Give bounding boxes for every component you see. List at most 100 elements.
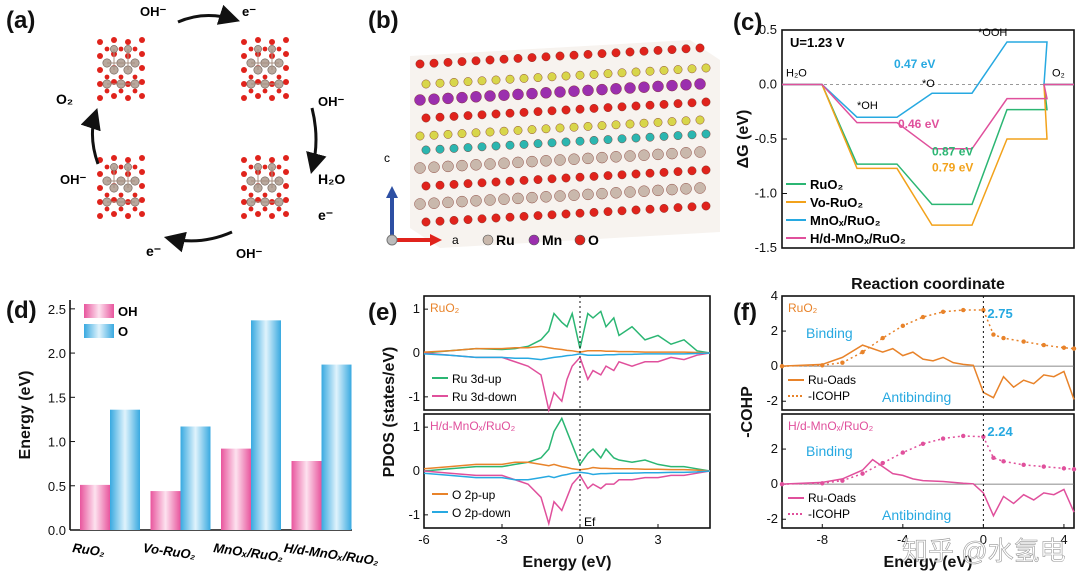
label-right-oh: OH⁻ xyxy=(318,94,345,109)
c-barrier-3: 0.46 eV xyxy=(898,117,939,131)
f-icohp-point xyxy=(991,332,996,337)
slab-atom xyxy=(449,143,459,153)
e-xtick-label: -3 xyxy=(496,532,508,547)
e-ytick-label: 0 xyxy=(413,463,420,478)
d-bar-oh-3 xyxy=(291,461,322,530)
f-binding-label-0: Binding xyxy=(806,325,853,341)
c-series-2 xyxy=(782,41,1074,118)
c-barrier-0: 0.87 eV xyxy=(932,144,973,158)
slab-atom xyxy=(491,109,501,119)
slab-atom xyxy=(666,183,678,196)
f-cohp-0 xyxy=(781,344,1075,400)
slab-atom xyxy=(547,72,557,82)
slab-atom xyxy=(603,103,613,113)
f-ytick-label: 2 xyxy=(771,441,778,456)
panel-e-label: (e) xyxy=(368,299,397,326)
slab-atom xyxy=(547,138,557,148)
slab-atom xyxy=(527,53,537,62)
slab-atom xyxy=(491,75,501,85)
d-category-label-1: Vo-RuO₂ xyxy=(142,540,196,562)
f-ytick-label: 0 xyxy=(771,476,778,491)
slab-atom xyxy=(477,214,487,224)
d-ytick-label: 1.0 xyxy=(48,435,66,450)
d-legend-label-1: O xyxy=(118,324,128,339)
slab-atom xyxy=(505,212,515,222)
slab-atom xyxy=(540,155,552,167)
panel-c-label: (c) xyxy=(733,9,762,36)
f-icohp-point xyxy=(1061,466,1067,471)
slab-atom xyxy=(421,145,431,155)
slab-atom xyxy=(617,170,627,180)
f-icohp-point xyxy=(820,481,825,486)
slab-atom xyxy=(617,102,627,112)
slab-atom xyxy=(443,58,453,67)
legend-o-marker xyxy=(574,234,586,246)
f-icohp-point xyxy=(981,434,986,439)
slab-atom xyxy=(533,107,543,117)
slab-atom xyxy=(421,79,431,89)
catalyst-cluster-top-right xyxy=(240,36,290,102)
slab-atom xyxy=(653,46,663,55)
f-icohp-point xyxy=(1021,339,1026,344)
slab-atom xyxy=(631,101,641,111)
slab-atom xyxy=(624,150,636,162)
c-step-ooh: *OOH xyxy=(978,27,1007,39)
slab-atom xyxy=(442,160,454,173)
slab-atom xyxy=(428,93,440,105)
slab-atom xyxy=(533,73,543,83)
slab-atom xyxy=(527,125,537,135)
slab-atom xyxy=(603,69,613,79)
slab-atom xyxy=(499,54,509,64)
slab-atom xyxy=(491,177,501,187)
label-bottom-e: e⁻ xyxy=(146,243,161,259)
f-icohp-point xyxy=(840,478,845,483)
slab-atom xyxy=(541,124,551,134)
e-series-1-2 xyxy=(423,461,711,472)
slab-atom xyxy=(638,185,650,197)
axis-a-label: a xyxy=(452,233,459,247)
slab-atom xyxy=(638,81,650,93)
slab-atom xyxy=(687,130,697,140)
d-bar-o-3 xyxy=(321,364,352,530)
c-step-oh: *OH xyxy=(857,100,878,112)
f-icohp-point xyxy=(1001,459,1006,464)
slab-atom xyxy=(477,178,487,188)
e-series-0-1 xyxy=(423,352,711,413)
legend-ru-marker xyxy=(482,234,494,246)
label-left-oh: OH⁻ xyxy=(60,172,87,187)
slab-atom xyxy=(554,86,566,98)
f-xtick-label: 0 xyxy=(980,532,987,547)
e-ytick-label: -1 xyxy=(408,389,420,404)
slab-atom xyxy=(512,192,524,205)
e-series-1-3 xyxy=(423,470,711,481)
slab-atom xyxy=(457,129,467,139)
slab-atom xyxy=(470,91,482,103)
slab-atom xyxy=(519,139,529,149)
slab-atom xyxy=(575,70,585,80)
f-icohp-point xyxy=(840,360,845,365)
label-left-o2: O₂ xyxy=(56,91,73,107)
panel-a: (a) OH⁻ e⁻ OH⁻ H₂O e⁻ OH⁻ e⁻ OH⁻ O₂ xyxy=(6,4,345,261)
slab-atom xyxy=(428,161,440,173)
legend-ru-label: Ru xyxy=(496,232,515,248)
slab-atom xyxy=(701,129,711,139)
slab-atom xyxy=(533,175,543,185)
slab-atom xyxy=(485,55,495,65)
d-bar-o-1 xyxy=(180,426,211,530)
slab-atom xyxy=(477,142,487,152)
slab-atom xyxy=(491,213,501,223)
slab-atom xyxy=(575,172,585,182)
slab-atom xyxy=(421,181,431,191)
legend-o-label: O xyxy=(588,232,599,248)
slab-atom xyxy=(631,133,641,143)
slab-atom xyxy=(701,165,711,175)
slab-atom xyxy=(639,118,649,128)
f-icohp-value-1: 2.24 xyxy=(987,424,1013,439)
slab-atom xyxy=(456,195,468,208)
c-ytick-label: 0.0 xyxy=(759,77,777,92)
slab-atom xyxy=(485,127,495,137)
slab-atom xyxy=(659,131,669,141)
slab-atom xyxy=(561,105,571,115)
f-icohp-point xyxy=(1071,467,1077,472)
c-barrier-1: 0.79 eV xyxy=(932,161,973,175)
